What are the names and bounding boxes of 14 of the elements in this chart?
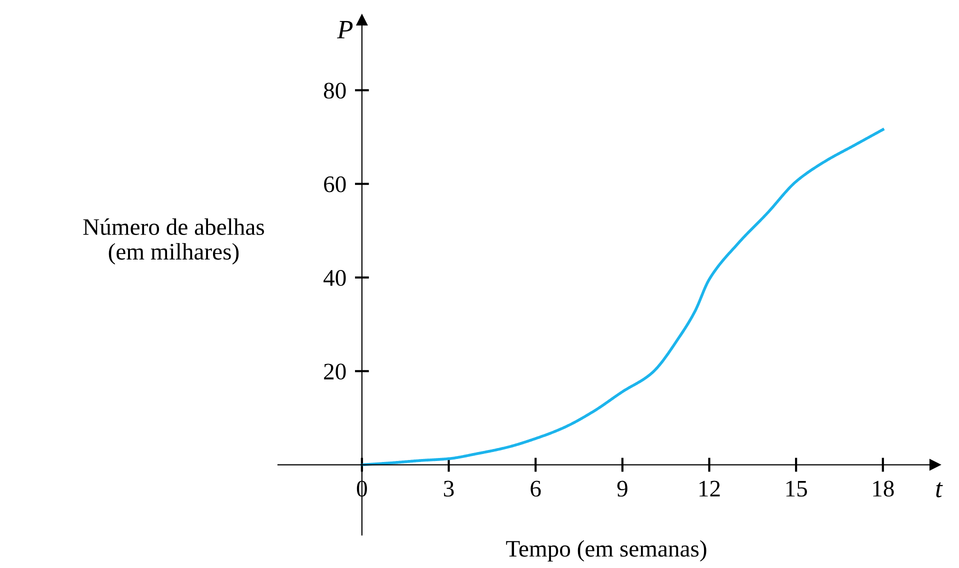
annotation: P: [336, 21, 353, 38]
x-tick-label: 6: [530, 480, 541, 497]
y-tick-label: 80: [324, 82, 346, 99]
x-tick-label: 15: [786, 480, 807, 497]
x-tick-label: 3: [444, 480, 454, 497]
y-axis-title: Número de abelhas (em milhares): [83, 218, 264, 264]
y-tick-label: 60: [324, 176, 346, 192]
y-tick-label: 40: [324, 270, 346, 286]
x-tick-label: 9: [617, 480, 628, 497]
x-tick-label: 18: [873, 480, 894, 497]
text: t: [936, 482, 943, 498]
y-tick-label: 20: [324, 364, 346, 380]
x-axis-title: Tempo (em semanas): [506, 540, 706, 562]
x-tick-label: 12: [700, 480, 720, 496]
